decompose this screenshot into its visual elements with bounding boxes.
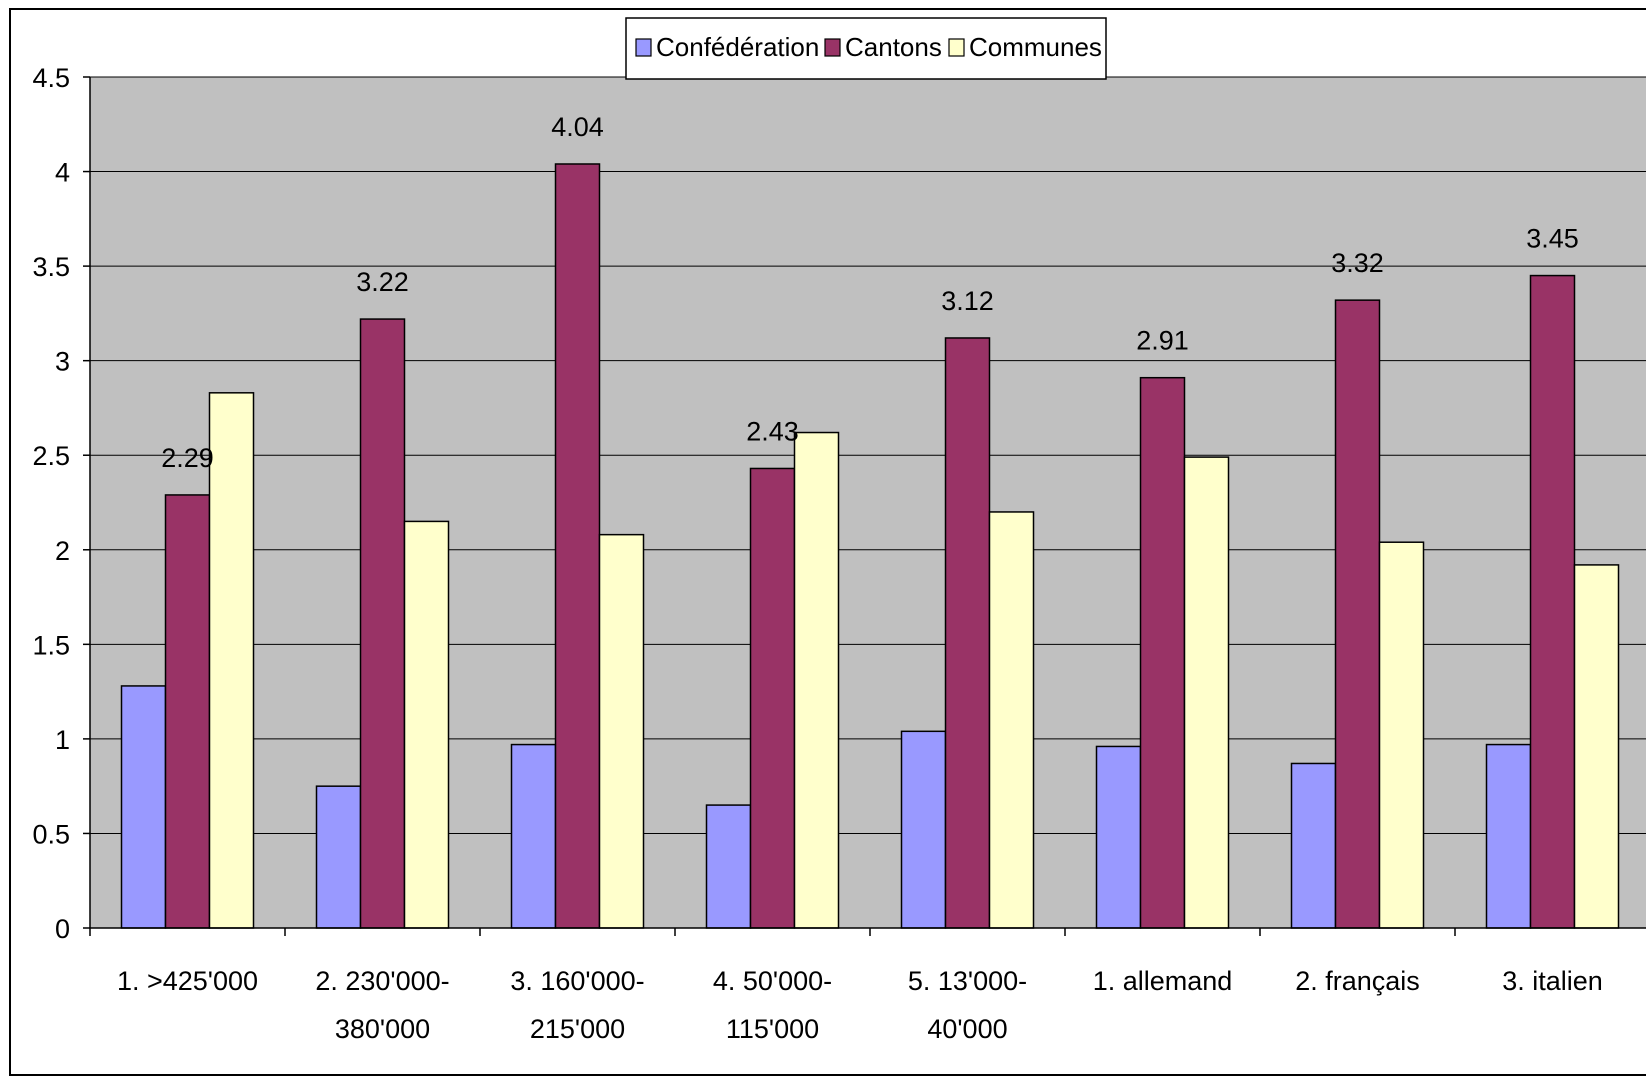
legend-swatch-confederation xyxy=(635,38,652,57)
x-category-label: 4. 50'000- xyxy=(713,966,832,996)
y-tick-label: 4.5 xyxy=(32,63,70,93)
bar-communes xyxy=(1573,564,1620,929)
x-category-label: 2. français xyxy=(1295,966,1420,996)
y-tick-label: 4 xyxy=(55,158,70,188)
legend-swatch-communes xyxy=(948,38,965,57)
axes xyxy=(83,76,1646,936)
bar-confdration xyxy=(1095,745,1142,929)
bar-communes xyxy=(598,533,645,929)
y-tick-label: 2.5 xyxy=(32,441,70,471)
x-category-label: 5. 13'000- xyxy=(908,966,1027,996)
legend: Confédération Cantons Communes xyxy=(625,17,1107,80)
data-labels: 2.29 3.22 4.04 2.43 3.12 2.91 3.32 3.45 xyxy=(161,112,1579,473)
y-tick-label: 2 xyxy=(55,536,70,566)
legend-swatch-cantons xyxy=(824,38,841,57)
x-category-label: 1. allemand xyxy=(1093,966,1233,996)
x-category-label: 2. 230'000- xyxy=(315,966,449,996)
bar-confdration xyxy=(1290,762,1337,929)
legend-label-cantons: Cantons xyxy=(845,32,942,62)
bar-confdration xyxy=(705,804,752,929)
x-category-label: 40'000 xyxy=(927,1014,1007,1044)
bar-confdration xyxy=(900,730,947,929)
bar-cantons xyxy=(164,494,211,929)
bar-cantons xyxy=(1529,274,1576,929)
y-tick-label: 0.5 xyxy=(32,819,70,849)
bar-cantons xyxy=(1334,299,1381,929)
x-category-label: 3. 160'000- xyxy=(510,966,644,996)
bar-communes xyxy=(403,520,450,929)
y-tick-label: 0 xyxy=(55,914,70,944)
bar-cantons xyxy=(944,337,991,929)
bar-data-label: 3.45 xyxy=(1526,224,1579,254)
bar-confdration xyxy=(1485,743,1532,929)
y-axis-tick-labels: 0 0.5 1 1.5 2 2.5 3 3.5 4 4.5 xyxy=(32,63,70,944)
legend-label-confederation: Confédération xyxy=(656,32,819,62)
bar-data-label: 4.04 xyxy=(551,112,604,142)
bar-cantons xyxy=(1139,376,1186,929)
bar-data-label: 3.22 xyxy=(356,267,409,297)
bar-data-label: 2.29 xyxy=(161,443,214,473)
bar-data-label: 3.32 xyxy=(1331,248,1384,278)
bars xyxy=(120,163,1620,929)
bar-cantons xyxy=(749,467,796,929)
bar-confdration xyxy=(510,743,557,929)
y-tick-label: 1 xyxy=(55,725,70,755)
bar-communes xyxy=(1183,456,1230,929)
legend-box xyxy=(625,17,1107,80)
legend-label-communes: Communes xyxy=(969,32,1102,62)
bar-communes xyxy=(988,511,1035,929)
bar-communes xyxy=(793,431,840,929)
bar-confdration xyxy=(315,785,362,929)
x-category-label: 1. >425'000 xyxy=(117,966,258,996)
y-tick-label: 3.5 xyxy=(32,252,70,282)
y-tick-label: 1.5 xyxy=(32,630,70,660)
x-category-label: 3. italien xyxy=(1502,966,1603,996)
bar-cantons xyxy=(554,163,601,929)
bar-communes xyxy=(208,392,255,929)
x-category-label: 215'000 xyxy=(530,1014,625,1044)
bar-confdration xyxy=(120,685,167,929)
bar-data-label: 2.91 xyxy=(1136,326,1189,356)
y-tick-label: 3 xyxy=(55,347,70,377)
x-category-label: 115'000 xyxy=(726,1014,819,1044)
x-axis-category-labels: 1. >425'000 2. 230'000- 380'000 3. 160'000-… xyxy=(117,966,1603,1044)
bar-communes xyxy=(1378,541,1425,929)
bar-data-label: 2.43 xyxy=(746,416,799,446)
x-category-label: 380'000 xyxy=(335,1014,430,1044)
bar-data-label: 3.12 xyxy=(941,286,994,316)
bar-cantons xyxy=(359,318,406,929)
